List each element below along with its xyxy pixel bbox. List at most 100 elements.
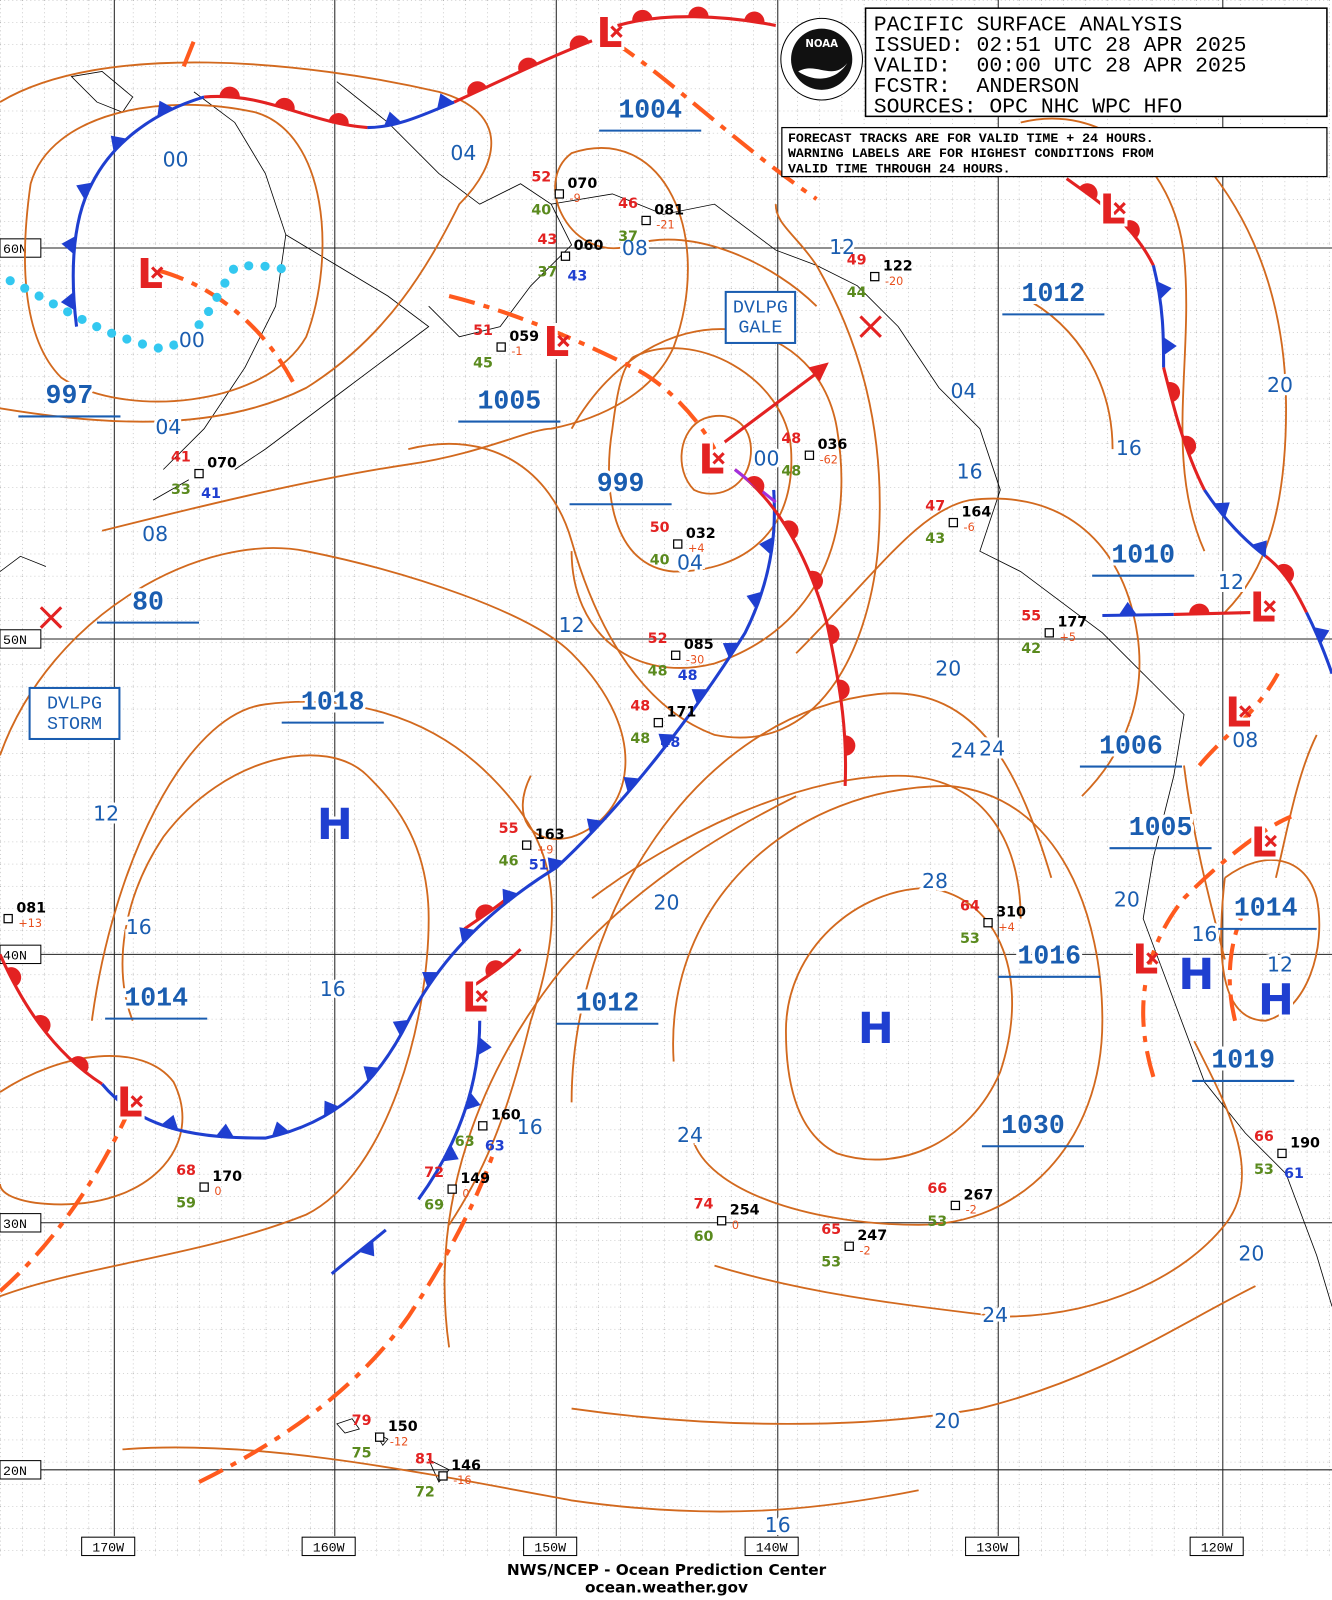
warning-box: [724, 290, 797, 344]
low-cross: [1113, 202, 1126, 215]
cold-front-pip: [746, 591, 763, 609]
header-line: ISSUED: 02:51 UTC 28 APR 2025: [874, 34, 1247, 58]
station-tendency: -20: [885, 275, 903, 288]
pressure-label: 1030: [1001, 1111, 1065, 1141]
warm-front: [1162, 367, 1206, 491]
station: [560, 251, 571, 261]
isobar-label: 20: [1267, 373, 1293, 397]
station-pressure: 060: [574, 238, 604, 254]
station-dewpoint: 75: [352, 1446, 372, 1462]
warning-label: DVLPG: [47, 693, 102, 714]
station-tendency: +4: [998, 921, 1015, 934]
lon-label: 150W: [534, 1540, 566, 1555]
cold-front-pip: [759, 536, 774, 555]
station-extra: 48: [678, 668, 698, 684]
station-temp: 48: [630, 698, 650, 714]
warm-front-pip: [518, 57, 538, 73]
lon-label: 130W: [976, 1540, 1008, 1555]
lat-label: 50N: [3, 633, 27, 648]
station-dewpoint: 53: [927, 1214, 947, 1230]
isobar-label: 04: [155, 415, 181, 439]
station-temp: 52: [531, 170, 551, 186]
ice-edge: [5, 261, 296, 354]
station-temp: 41: [171, 449, 191, 465]
warm-front-pip: [1122, 220, 1140, 238]
station: [521, 840, 532, 850]
cold-front: [1305, 611, 1332, 675]
station: [716, 1216, 727, 1226]
lon-label-box: [1189, 1536, 1244, 1557]
station-pressure: 146: [451, 1458, 481, 1474]
pressure-label: 999: [597, 469, 645, 499]
cold-front-pip: [76, 182, 93, 200]
warm-front-pip: [569, 35, 590, 50]
cold-front-pip: [358, 1240, 375, 1257]
warm-front-pip: [274, 97, 295, 111]
isobar-label: 16: [517, 1115, 543, 1139]
station-tendency: -6: [964, 521, 975, 534]
lon-label-box: [744, 1536, 799, 1557]
lon-label-box: [301, 1536, 356, 1557]
isobar-label: 28: [922, 869, 948, 893]
warm-front-pip: [1277, 563, 1295, 583]
isobar-label: 04: [951, 379, 977, 403]
pressure-label: 1014: [124, 983, 188, 1013]
station-temp: 47: [925, 498, 945, 514]
warm-front-pip: [809, 570, 824, 591]
station-pressure: 254: [730, 1203, 760, 1219]
high-center: H: [317, 800, 353, 850]
notice-line: VALID TIME THROUGH 24 HOURS.: [788, 161, 1011, 176]
station-dewpoint: 59: [176, 1195, 196, 1211]
station: [375, 1432, 385, 1442]
cold-front-pip: [422, 971, 439, 988]
station-dewpoint: 48: [781, 464, 801, 480]
isobar-label: 20: [934, 1409, 960, 1433]
pressure-label: 1005: [478, 386, 542, 416]
station-pressure: 247: [857, 1228, 887, 1244]
low-center: L: [1250, 584, 1276, 632]
lat-label-box: [0, 238, 42, 258]
station-temp: 43: [537, 232, 557, 248]
cold-front-pip: [363, 1066, 380, 1082]
warm-front-pip: [1167, 381, 1181, 403]
cold-front-pip: [658, 733, 675, 750]
isobar-label: 00: [179, 328, 205, 352]
warm-front-pip: [328, 113, 349, 126]
isobars: [0, 61, 1321, 1513]
lat-label-box: [0, 944, 42, 965]
storm-track: [723, 362, 829, 444]
lon-label-box: [965, 1536, 1020, 1557]
pressure-label: 1016: [1017, 942, 1081, 972]
cold-front-pip: [113, 1091, 129, 1108]
high-center: H: [1258, 976, 1294, 1026]
low-cross: [1263, 600, 1276, 613]
station-tendency: 0: [214, 1185, 221, 1198]
station-pressure: 170: [212, 1169, 242, 1185]
station: [671, 650, 681, 660]
warm-front-pip: [1079, 183, 1098, 200]
cold-front-pip: [442, 1145, 459, 1162]
isobar-label: 20: [935, 657, 961, 681]
cold-front-pip: [1118, 601, 1138, 616]
low-cross: [1264, 834, 1277, 848]
notice-line: WARNING LABELS ARE FOR HIGHEST CONDITION…: [788, 146, 1154, 161]
station-dewpoint: 72: [415, 1484, 435, 1500]
lat-label-box: [0, 1213, 42, 1233]
cold-front-pip: [722, 642, 739, 659]
low-center: L: [1100, 186, 1126, 234]
isobar-label: 00: [163, 147, 189, 171]
cold-front-pip: [586, 818, 603, 835]
station: [673, 539, 683, 549]
cold-front: [1102, 612, 1174, 618]
cold-front-pip: [437, 93, 454, 110]
cold-front-pip: [691, 689, 708, 705]
cold-front-pip: [477, 1037, 492, 1056]
station-dewpoint: 48: [648, 664, 668, 680]
pressure-label: 1004: [618, 95, 682, 125]
isobar-label: 12: [829, 235, 855, 259]
isobar-label: 04: [677, 551, 703, 575]
lat-label-box: [0, 629, 42, 649]
station-pressure: 081: [654, 202, 684, 218]
warm-front: [617, 15, 777, 28]
